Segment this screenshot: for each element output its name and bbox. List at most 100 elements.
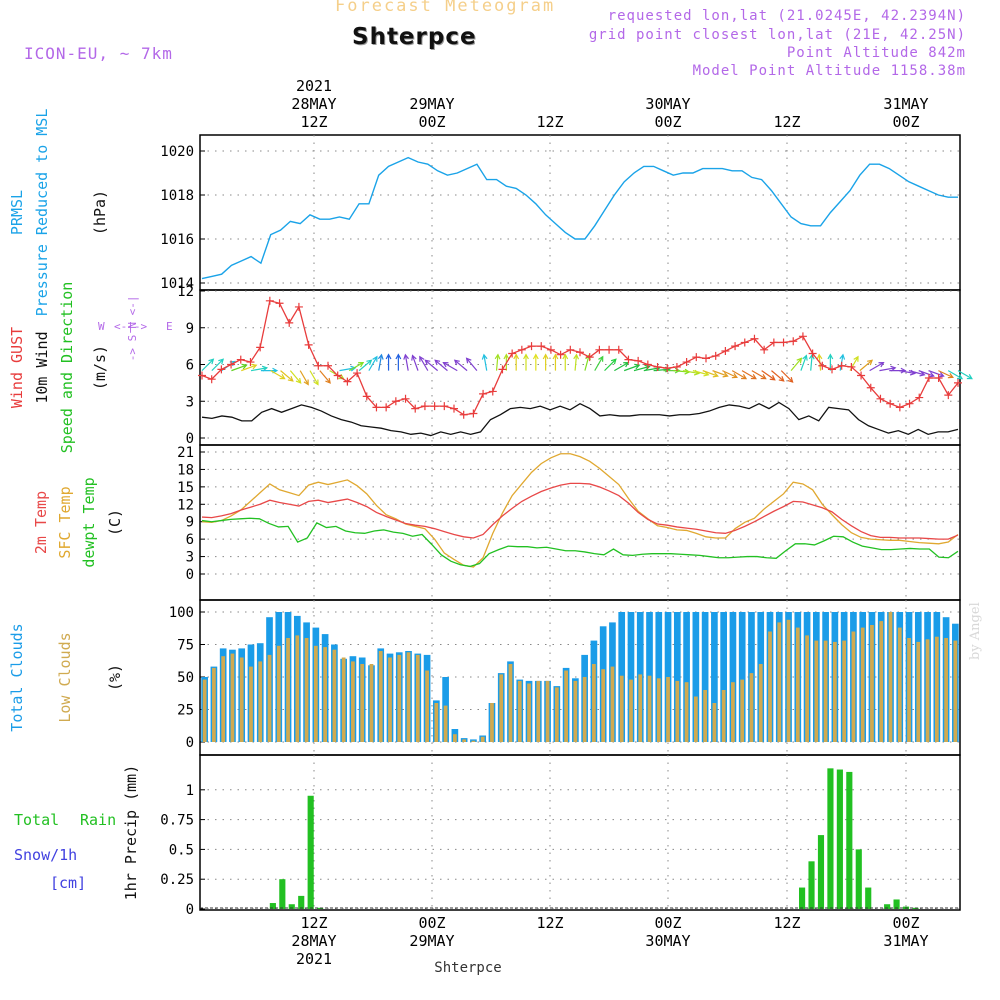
rain-bar xyxy=(836,769,843,909)
wind-arrow xyxy=(623,364,640,372)
time-label-top: 12Z xyxy=(773,113,800,131)
low-cloud-bar xyxy=(814,640,819,742)
gust-marker xyxy=(372,403,381,412)
wind-arrow xyxy=(859,359,873,372)
wind-arrow-head xyxy=(395,353,402,360)
gust-marker xyxy=(275,299,284,308)
wind-arrow-head xyxy=(403,353,409,360)
wind-arrow-head xyxy=(957,374,964,380)
low-cloud-bar xyxy=(406,652,411,742)
wind-arrow xyxy=(702,370,718,377)
low-cloud-bar xyxy=(267,654,272,742)
low-cloud-bar xyxy=(888,612,893,742)
wind-arrow-head xyxy=(465,357,472,364)
wind-arrow xyxy=(790,357,802,372)
time-label-top: 00Z xyxy=(654,113,681,131)
low-cloud-bar xyxy=(851,631,856,742)
wind-arrow xyxy=(434,359,448,372)
gust-marker xyxy=(624,355,633,364)
wind-arrow xyxy=(918,370,934,377)
gust-marker xyxy=(382,403,391,412)
low-cloud-bar xyxy=(619,675,624,742)
wind-arrow xyxy=(869,362,884,372)
low-cloud-bar xyxy=(693,696,698,742)
gust-marker xyxy=(479,389,488,398)
low-cloud-bar xyxy=(462,739,467,742)
low-cloud-bar xyxy=(675,680,680,742)
gust-marker xyxy=(634,356,643,365)
wind-arrow-head xyxy=(453,359,460,366)
low-cloud-bar xyxy=(721,690,726,742)
y-axis-label: dewpt Temp xyxy=(80,477,98,567)
y-tick-label: 1018 xyxy=(160,188,194,204)
gust-marker xyxy=(682,358,691,367)
gust-marker xyxy=(934,373,943,382)
y-tick-label: 25 xyxy=(177,703,194,719)
y-tick-label: 0 xyxy=(186,902,194,918)
y-tick-label: 1020 xyxy=(160,144,194,160)
wind-arrow-head xyxy=(573,353,580,360)
wind-arrow-head xyxy=(385,353,392,360)
legend-total: Total xyxy=(14,811,59,829)
low-cloud-bar xyxy=(295,635,300,742)
time-label-top: 12Z xyxy=(536,113,563,131)
y-tick-label: 6 xyxy=(186,358,194,374)
total-cloud-bar xyxy=(655,612,663,742)
gust-marker xyxy=(576,348,584,357)
low-cloud-bar xyxy=(907,638,911,742)
gust-marker xyxy=(585,353,594,362)
low-cloud-bar xyxy=(388,657,392,742)
y-tick-label: 0 xyxy=(186,735,194,751)
time-label-bottom: 00Z xyxy=(418,914,445,932)
location-title: Shterpce xyxy=(352,24,477,50)
rain-bar xyxy=(884,904,891,909)
time-label-top: 31MAY xyxy=(883,95,928,113)
wind-arrow xyxy=(594,356,604,371)
gust-marker xyxy=(731,342,740,351)
low-cloud-bar xyxy=(453,734,457,742)
rain-bar xyxy=(846,771,853,909)
wind-arrow xyxy=(495,354,499,371)
wind-arrow-head xyxy=(208,358,215,365)
total-cloud-bar xyxy=(711,612,718,742)
gust-marker xyxy=(498,365,507,374)
y-tick-label: 0.5 xyxy=(169,842,194,858)
wind-arrow-head xyxy=(434,359,441,366)
low-cloud-bar xyxy=(276,645,281,742)
wind-arrow xyxy=(810,354,813,371)
temp-2m-line xyxy=(201,482,959,540)
rain-bar xyxy=(269,903,276,909)
wind-arrow-head xyxy=(552,353,559,360)
low-cloud-bar xyxy=(239,657,244,742)
legend-snow: Snow/1h xyxy=(14,846,77,864)
y-axis-label: Low Clouds xyxy=(56,632,74,722)
low-cloud-bar xyxy=(647,675,652,742)
gust-marker xyxy=(721,347,730,356)
low-cloud-bar xyxy=(564,670,568,742)
low-cloud-bar xyxy=(351,661,355,742)
wind-arrow-head xyxy=(769,375,776,381)
gust-marker xyxy=(711,351,720,360)
low-cloud-bar xyxy=(795,627,800,742)
y-tick-label: 0.75 xyxy=(160,813,194,829)
y-tick-label: 1014 xyxy=(160,276,194,292)
gust-marker xyxy=(740,338,749,347)
low-cloud-bar xyxy=(490,703,494,742)
wind-arrow xyxy=(483,354,488,371)
y-axis-label: Total Clouds xyxy=(8,623,26,731)
low-cloud-bar xyxy=(434,703,439,742)
total-cloud-bar xyxy=(701,612,709,742)
y-axis-label: Pressure Reduced to MSL xyxy=(33,109,51,317)
point-altitude: Point Altitude 842m xyxy=(786,45,966,61)
wind-arrow xyxy=(424,359,439,372)
low-cloud-bar xyxy=(731,682,735,742)
low-cloud-bar xyxy=(304,638,309,742)
model-label: ICON-EU, ~ 7km xyxy=(24,44,173,63)
gust-marker xyxy=(362,392,371,401)
grid-point-coords: grid point closest lon,lat (21E, 42.25N) xyxy=(588,27,966,43)
compass-west: W xyxy=(98,320,105,333)
gust-marker xyxy=(876,394,885,403)
gust-marker xyxy=(915,393,924,402)
low-cloud-bar xyxy=(212,667,216,742)
gust-marker xyxy=(353,369,362,378)
